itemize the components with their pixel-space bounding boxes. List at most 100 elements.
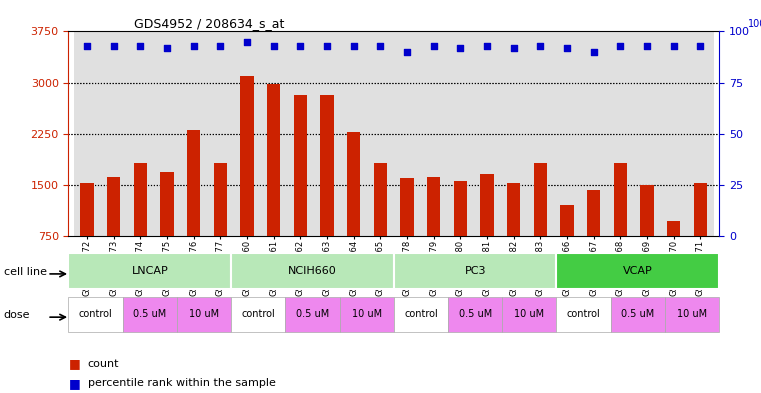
Point <box>161 45 174 51</box>
Bar <box>556 297 610 332</box>
Point <box>268 42 280 49</box>
Point <box>108 42 120 49</box>
Bar <box>134 163 147 287</box>
Bar <box>447 31 474 236</box>
Bar <box>634 31 661 236</box>
Text: 0.5 uM: 0.5 uM <box>296 309 329 320</box>
Bar <box>554 31 581 236</box>
Bar <box>374 163 387 287</box>
Text: 10 uM: 10 uM <box>514 309 544 320</box>
Bar <box>641 185 654 287</box>
Bar <box>507 183 521 287</box>
Bar <box>502 297 556 332</box>
Bar <box>394 31 421 236</box>
Bar <box>661 31 687 236</box>
Bar <box>474 31 501 236</box>
Bar <box>527 31 554 236</box>
Bar <box>394 297 448 332</box>
Text: control: control <box>567 309 600 320</box>
Text: 10 uM: 10 uM <box>352 309 382 320</box>
Text: 100%: 100% <box>748 19 761 29</box>
Text: 10 uM: 10 uM <box>189 309 219 320</box>
Point <box>667 42 680 49</box>
Point <box>348 42 360 49</box>
Text: 10 uM: 10 uM <box>677 309 707 320</box>
Text: cell line: cell line <box>4 267 47 277</box>
Bar <box>123 297 177 332</box>
Text: percentile rank within the sample: percentile rank within the sample <box>88 378 275 388</box>
Bar <box>394 253 556 289</box>
Bar <box>294 95 307 287</box>
Point <box>481 42 493 49</box>
Text: LNCAP: LNCAP <box>132 266 168 276</box>
Point <box>241 39 253 45</box>
Text: ■: ■ <box>68 357 80 370</box>
Point <box>215 42 227 49</box>
Point <box>587 49 600 55</box>
Bar <box>581 31 607 236</box>
Point <box>295 42 307 49</box>
Point <box>81 42 94 49</box>
Point <box>135 42 147 49</box>
Bar <box>287 31 314 236</box>
Point <box>428 42 440 49</box>
Bar <box>561 205 574 287</box>
Bar <box>694 183 707 287</box>
Text: control: control <box>241 309 275 320</box>
Bar <box>614 163 627 287</box>
Bar <box>161 173 174 287</box>
Bar <box>556 253 719 289</box>
Bar <box>667 222 680 287</box>
Bar <box>367 31 394 236</box>
Bar <box>340 31 367 236</box>
Text: NCIH660: NCIH660 <box>288 266 337 276</box>
Bar <box>74 31 100 236</box>
Bar <box>448 297 502 332</box>
Point <box>534 42 546 49</box>
Bar <box>427 176 441 287</box>
Bar <box>501 31 527 236</box>
Bar <box>285 297 339 332</box>
Bar <box>68 253 231 289</box>
Point <box>188 42 200 49</box>
Bar <box>607 31 634 236</box>
Bar <box>177 297 231 332</box>
Point <box>374 42 387 49</box>
Point <box>321 42 333 49</box>
Bar <box>187 130 200 287</box>
Bar <box>100 31 127 236</box>
Bar <box>154 31 180 236</box>
Text: control: control <box>78 309 113 320</box>
Bar <box>234 31 260 236</box>
Bar <box>347 132 361 287</box>
Text: GDS4952 / 208634_s_at: GDS4952 / 208634_s_at <box>134 17 284 30</box>
Bar <box>231 253 394 289</box>
Text: dose: dose <box>4 310 30 320</box>
Bar <box>240 76 254 287</box>
Text: PC3: PC3 <box>464 266 486 276</box>
Text: VCAP: VCAP <box>623 266 653 276</box>
Bar <box>421 31 447 236</box>
Point <box>561 45 573 51</box>
Bar <box>207 31 234 236</box>
Bar <box>127 31 154 236</box>
Point <box>401 49 413 55</box>
Point <box>614 42 626 49</box>
Point <box>454 45 466 51</box>
Text: 0.5 uM: 0.5 uM <box>621 309 654 320</box>
Point <box>508 45 520 51</box>
Bar <box>81 184 94 287</box>
Text: 0.5 uM: 0.5 uM <box>459 309 492 320</box>
Bar <box>214 163 227 287</box>
Point <box>641 42 653 49</box>
Bar <box>267 84 281 287</box>
Bar <box>665 297 719 332</box>
Bar <box>480 174 494 287</box>
Point <box>694 42 706 49</box>
Bar <box>533 163 547 287</box>
Bar <box>107 176 120 287</box>
Bar <box>180 31 207 236</box>
Bar <box>320 95 334 287</box>
Bar <box>260 31 287 236</box>
Text: 0.5 uM: 0.5 uM <box>133 309 167 320</box>
